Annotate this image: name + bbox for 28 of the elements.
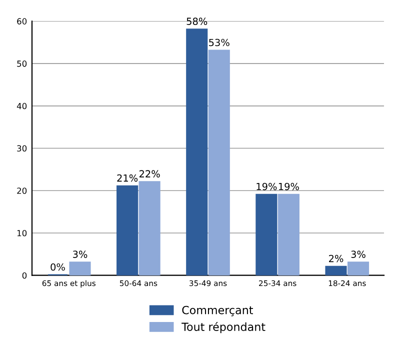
data-label: 2%: [329, 254, 344, 262]
y-tick-label: 40: [16, 102, 27, 110]
legend-label: Tout répondant: [182, 322, 266, 334]
data-label: 19%: [256, 182, 277, 190]
bar: [186, 28, 208, 276]
bar: [256, 194, 278, 276]
data-label: 3%: [351, 250, 366, 258]
bar: [116, 185, 138, 276]
bar: [325, 266, 347, 276]
y-tick-label: 20: [17, 188, 27, 194]
y-tick-label: 50: [17, 60, 27, 67]
y-tick-label: 60: [17, 18, 27, 24]
y-tick-label: 10: [17, 230, 27, 236]
bar: [347, 262, 370, 276]
bar: [208, 50, 230, 276]
bar: [69, 262, 91, 276]
bar: [278, 194, 300, 276]
data-label: 21%: [117, 174, 138, 182]
data-label: 22%: [139, 170, 160, 178]
data-label: 53%: [209, 38, 230, 46]
bar: [138, 181, 160, 276]
legend-label: Commerçant: [182, 306, 253, 316]
y-tick-label: 0: [22, 272, 27, 279]
data-label: 19%: [278, 182, 299, 190]
data-label: 58%: [186, 18, 208, 25]
data-label: 0%: [50, 263, 65, 271]
y-tick-label: 30: [17, 145, 27, 152]
data-label: 3%: [73, 250, 88, 258]
